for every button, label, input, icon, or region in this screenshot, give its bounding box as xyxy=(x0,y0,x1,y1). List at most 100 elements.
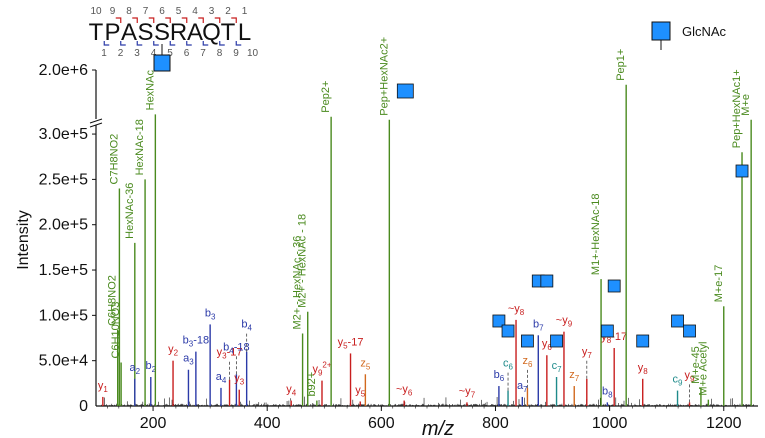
peptide-sequence: T P A S S R A Q T L10 9 8 7 6 5 4 3 2 11 2 3 4 5 6 7 8 9 10 xyxy=(89,6,258,72)
glcnac-icon xyxy=(671,314,684,328)
peak-label: M2+ - HexNAc - 18 xyxy=(297,214,309,308)
ion-letter: y xyxy=(685,369,691,381)
c-ion-index: 6 xyxy=(159,6,165,17)
ion-letter: b xyxy=(241,319,247,331)
n-ion-index: 6 xyxy=(184,48,190,59)
glcnac-icon xyxy=(600,324,614,338)
b-cleavage-mark xyxy=(103,41,110,46)
peak-label: ~y8 xyxy=(508,303,525,317)
c-ion-index: 4 xyxy=(192,6,198,17)
peak-label: M1+-HexNAc-18 xyxy=(590,193,602,275)
x-tick-label: 1200 xyxy=(706,415,742,432)
glcnac-icon xyxy=(501,324,515,338)
ion-letter: b xyxy=(145,360,151,372)
legend: GlcNAc xyxy=(651,21,727,50)
y-cleavage-mark xyxy=(132,17,138,23)
peak-label: c9 xyxy=(673,374,684,388)
c-ion-index: 8 xyxy=(126,6,132,17)
b-cleavage-mark xyxy=(186,41,192,46)
b-cleavage-mark xyxy=(153,41,159,46)
sequence-residue: A xyxy=(121,19,137,46)
ion-index: 3 xyxy=(211,312,216,321)
ion-letter: c xyxy=(552,360,558,372)
peak-label: y5 xyxy=(355,384,366,398)
y-cleavage-mark xyxy=(231,17,237,23)
peak-label: Pep1+ xyxy=(615,49,627,81)
peak-label: M+e Acetyl xyxy=(697,342,709,396)
y-cleavage-mark xyxy=(165,17,171,23)
glcnac-icon xyxy=(396,83,414,99)
sequence-residue: L xyxy=(238,19,251,46)
n-ion-index: 1 xyxy=(101,48,107,59)
ion-index: 7 xyxy=(587,351,592,360)
ion-index: 7 xyxy=(523,385,528,394)
axis-break-mark xyxy=(89,118,103,124)
peak-label: z6 xyxy=(522,355,533,369)
y-tick-label: 2.0e+5 xyxy=(39,217,88,234)
ion-letter: a xyxy=(183,353,190,365)
x-tick-label: 1000 xyxy=(592,415,628,432)
ion-index: 5 xyxy=(343,341,348,350)
glcnac-icon xyxy=(492,314,506,328)
peak-label: y7 xyxy=(582,346,593,360)
ion-index: 9 xyxy=(318,369,323,378)
ion-index: 2 xyxy=(174,349,179,358)
peak-label: HexNAc-18 xyxy=(134,119,146,175)
peak-label: Pep+HexNAc2+ xyxy=(378,37,390,116)
x-tick-label: 600 xyxy=(368,415,395,432)
ion-index: 4 xyxy=(222,376,227,385)
peak-label: M+e-17 xyxy=(713,265,725,303)
ion-suffix: -17 xyxy=(227,347,243,359)
axis-break-mark xyxy=(89,122,103,128)
c-ion-index: 5 xyxy=(176,6,182,17)
y-cleavage-mark xyxy=(198,17,204,23)
peak-label: b7 xyxy=(533,318,544,332)
sequence-residue: P xyxy=(104,19,120,46)
peak-label: z7 xyxy=(569,369,580,383)
n-ion-index: 9 xyxy=(233,48,239,59)
b-cleavage-mark xyxy=(136,41,143,46)
y-tick-label: 5.0e+4 xyxy=(39,353,88,370)
b-cleavage-mark xyxy=(202,41,209,46)
ion-letter: a xyxy=(216,371,223,383)
sequence-residue: T xyxy=(89,19,104,46)
c-ion-index: 3 xyxy=(209,6,215,17)
ion-suffix: -18 xyxy=(234,341,250,353)
peak-label: ~y9 xyxy=(556,315,573,329)
peak-label: HexNAc xyxy=(144,70,156,111)
c-ion-index: 7 xyxy=(143,6,149,17)
peak-label: y3 xyxy=(234,373,245,387)
ion-index: 7 xyxy=(471,390,476,399)
glcnac-icon xyxy=(521,334,534,348)
glcnac-legend-icon xyxy=(651,21,671,41)
ion-letter: z xyxy=(522,355,528,367)
plot-axes: 200 400 600 800 1000 1200 5.0e+4 1.0e+5 1.5e+5 2.… xyxy=(39,62,758,432)
y-cleavage-mark xyxy=(148,17,155,23)
peak-label: M2+ - HexNAc - 36 xyxy=(292,236,304,330)
ion-letter: a xyxy=(517,380,524,392)
ion-letter: y xyxy=(234,373,240,385)
legend-label: GlcNAc xyxy=(682,24,727,39)
n-ion-index: 8 xyxy=(217,48,223,59)
peak-label: Pep2+ xyxy=(320,81,332,113)
ion-charge: 2+ xyxy=(322,361,331,370)
glcnac-icon xyxy=(683,324,696,338)
peak-label: a7 xyxy=(517,380,528,394)
sequence-residue: Q xyxy=(202,19,221,46)
ion-index: 7 xyxy=(557,365,562,374)
ion-letter: y xyxy=(638,362,644,374)
ion-index: 6 xyxy=(509,363,514,372)
ion-letter: ~y xyxy=(459,385,471,397)
ion-index: 1 xyxy=(103,385,108,394)
ion-letter: y xyxy=(98,380,104,392)
peak-label: y2 xyxy=(168,344,179,358)
ion-letter: a xyxy=(130,362,137,374)
c-ion-index: 1 xyxy=(242,6,248,17)
ion-letter: c xyxy=(673,374,679,386)
peak-label: b92+ xyxy=(306,372,318,397)
ion-index: 6 xyxy=(547,343,552,352)
peak-label: C6H8NO2 xyxy=(107,275,119,326)
ion-index: 6 xyxy=(528,360,533,369)
n-ion-index: 4 xyxy=(151,48,157,59)
peak-label: HexNAc-36 xyxy=(124,183,136,239)
